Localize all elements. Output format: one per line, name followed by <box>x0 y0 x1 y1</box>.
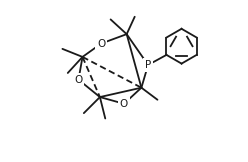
Text: O: O <box>97 39 105 49</box>
Text: O: O <box>74 75 83 85</box>
Text: O: O <box>120 99 128 109</box>
Text: P: P <box>145 60 151 70</box>
